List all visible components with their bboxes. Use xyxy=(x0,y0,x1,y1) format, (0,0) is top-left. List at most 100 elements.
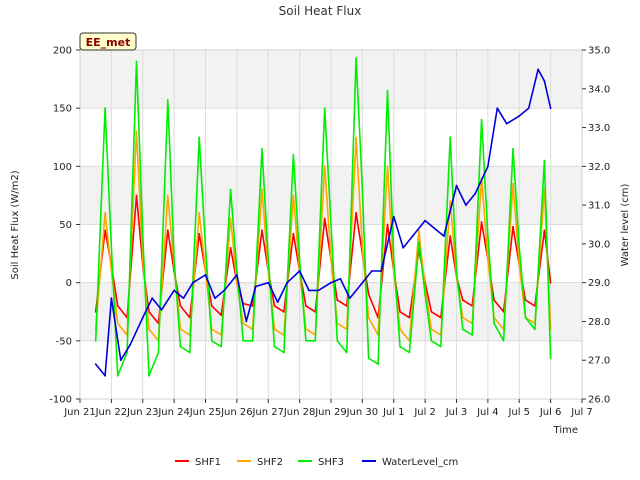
legend-label: SHF2 xyxy=(257,457,283,468)
x-tick-label: Jun 23 xyxy=(126,407,159,418)
data-point xyxy=(229,188,232,191)
data-point xyxy=(367,293,370,296)
data-point xyxy=(424,219,426,222)
badge-label: EE_met xyxy=(86,36,131,49)
data-point xyxy=(214,297,216,300)
legend-item: SHF2 xyxy=(237,457,283,468)
data-point xyxy=(261,188,263,191)
y2-axis-title: Water level (cm) xyxy=(620,184,631,267)
data-point xyxy=(166,229,169,232)
data-point xyxy=(339,277,342,280)
data-point xyxy=(135,194,138,197)
x-tick-label: Jun 29 xyxy=(314,407,347,418)
x-tick-label: Jun 22 xyxy=(95,407,128,418)
x-tick-label: Jun 26 xyxy=(220,407,253,418)
data-point xyxy=(433,227,436,230)
data-point xyxy=(502,339,505,342)
data-point xyxy=(367,357,370,360)
y-tick-label: -50 xyxy=(56,336,72,347)
data-point xyxy=(386,89,389,92)
data-point xyxy=(527,107,530,110)
data-point xyxy=(449,200,452,203)
data-point xyxy=(518,115,521,117)
data-point xyxy=(392,215,395,218)
data-point xyxy=(292,153,295,156)
data-point xyxy=(549,357,552,360)
data-point xyxy=(323,165,326,168)
data-point xyxy=(283,310,285,313)
data-point xyxy=(179,305,182,307)
data-point xyxy=(487,258,489,261)
data-point xyxy=(305,339,307,342)
data-point xyxy=(204,274,207,276)
data-point xyxy=(242,339,245,342)
y-axis-ticks: -100 -50 0 50 100 150 200 xyxy=(49,46,80,406)
x-axis-title: Time xyxy=(553,425,578,436)
x-tick-label: Jun 24 xyxy=(157,407,190,418)
data-point xyxy=(449,136,452,139)
data-point xyxy=(455,270,458,272)
data-point xyxy=(377,363,379,365)
x-tick-label: Jun 30 xyxy=(346,407,379,418)
y2-tick-label: 30.0 xyxy=(588,239,610,250)
data-point xyxy=(119,359,122,362)
x-tick-label: Jul 4 xyxy=(476,407,499,418)
data-point xyxy=(245,320,248,323)
y2-axis-ticks: 26.0 27.0 28.0 29.0 30.0 31.0 32.0 33.0 34.0 35.0 xyxy=(582,46,610,406)
data-point xyxy=(104,374,106,377)
data-point xyxy=(317,289,320,292)
badge-box xyxy=(79,32,137,51)
data-point xyxy=(411,235,414,238)
series-line xyxy=(95,68,552,377)
data-point xyxy=(418,241,420,243)
data-point xyxy=(430,328,433,331)
x-tick-label: Jun 28 xyxy=(283,407,316,418)
data-point xyxy=(251,339,254,342)
data-point xyxy=(524,316,527,319)
data-point xyxy=(251,305,254,307)
data-point xyxy=(386,223,389,226)
data-point xyxy=(220,314,223,317)
data-point xyxy=(408,351,411,354)
data-point xyxy=(323,217,326,220)
data-point xyxy=(151,297,154,300)
data-point xyxy=(166,99,169,101)
data-point xyxy=(223,289,226,292)
legend-label: SHF1 xyxy=(195,457,221,468)
y2-tick-label: 27.0 xyxy=(588,356,610,367)
data-point xyxy=(104,212,106,214)
data-point xyxy=(148,374,150,377)
data-point xyxy=(348,297,351,300)
data-point xyxy=(361,281,364,284)
data-point xyxy=(518,264,521,267)
data-point xyxy=(308,289,310,292)
data-point xyxy=(276,301,279,303)
series-layer xyxy=(94,57,552,377)
y2-tick-label: 33.0 xyxy=(588,123,610,134)
x-tick-label: Jun 27 xyxy=(251,407,284,418)
data-point xyxy=(188,351,191,354)
y2-tick-label: 32.0 xyxy=(588,162,610,173)
data-point xyxy=(173,258,176,261)
data-point xyxy=(549,107,552,110)
data-point xyxy=(496,107,499,110)
data-point xyxy=(210,339,213,342)
data-point xyxy=(465,204,467,207)
data-point xyxy=(355,57,357,59)
data-point xyxy=(474,192,477,195)
data-point xyxy=(188,316,191,319)
data-point xyxy=(336,299,339,301)
data-point xyxy=(157,351,160,354)
data-point xyxy=(512,182,514,185)
data-point xyxy=(229,246,232,249)
x-tick-label: Jul 2 xyxy=(413,407,436,418)
data-point xyxy=(116,322,119,325)
legend-item: WaterLevel_cm xyxy=(362,457,458,468)
data-point xyxy=(370,270,373,272)
data-point xyxy=(298,270,301,272)
data-point xyxy=(399,310,401,313)
legend: SHF1 SHF2 SHF3 WaterLevel_cm xyxy=(175,457,458,468)
data-point xyxy=(402,246,405,249)
data-point xyxy=(537,68,539,71)
data-point xyxy=(305,305,307,307)
